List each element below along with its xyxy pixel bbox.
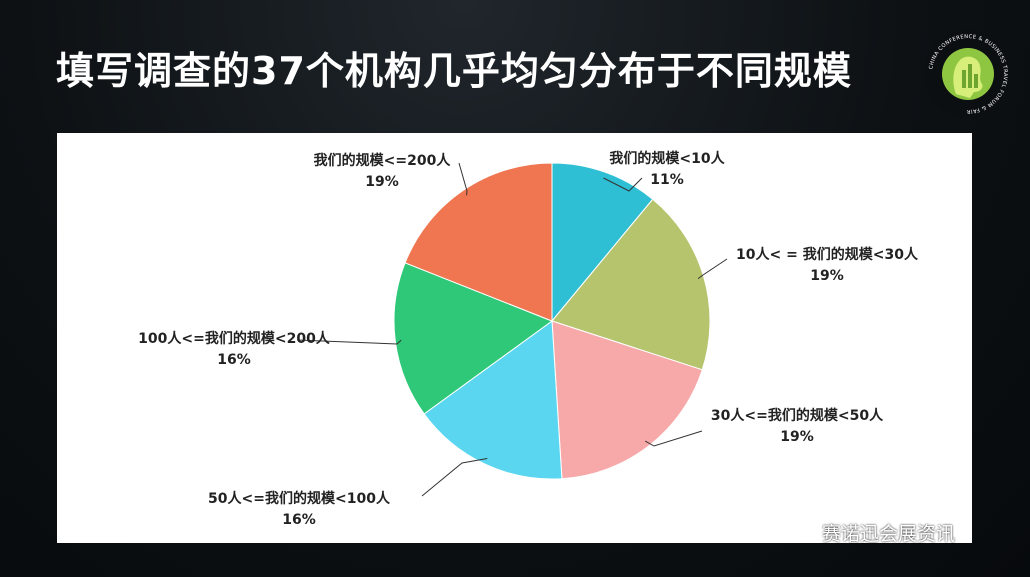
pie-slice [393, 262, 554, 415]
pie-slice [551, 320, 703, 480]
slice-label: 我们的规模<10人 [609, 150, 725, 167]
slice-percent-label: 16% [282, 512, 316, 528]
slice-label: 10人< = 我们的规模<30人 [736, 246, 919, 263]
leader-line [644, 430, 703, 447]
pie-chart-panel: 我们的规模<10人 11% 10人< = 我们的规模<30人 19% 30人<=我们的规… [57, 133, 972, 543]
pie-slice [423, 320, 563, 480]
watermark: 赛诺迅会展资讯 [786, 516, 955, 548]
slice-label: 30人<=我们的规模<50人 [711, 407, 884, 424]
pie-slice [551, 162, 654, 323]
slice-percent-label: 11% [650, 172, 684, 188]
pie-chart: 我们的规模<10人 11% 10人< = 我们的规模<30人 19% 30人<=我们的规… [138, 150, 919, 528]
leader-line [296, 339, 402, 345]
slice-label: 100人<=我们的规模<200人 [138, 330, 331, 347]
pie-slice [551, 198, 711, 371]
wechat-icon [786, 520, 816, 543]
leader-line [697, 258, 728, 280]
leader-line [458, 162, 468, 196]
slice-percent-label: 16% [217, 352, 251, 368]
pie-slice [404, 162, 553, 322]
slice-percent-label: 19% [810, 268, 844, 284]
watermark-text: 赛诺迅会展资讯 [822, 522, 956, 545]
slice-label: 我们的规模<=200人 [314, 152, 452, 169]
leader-line [603, 177, 643, 192]
leader-line [421, 458, 488, 497]
page-title: 填写调查的37个机构几乎均匀分布于不同规模 [56, 49, 852, 93]
forum-logo: CHINA CONFERENCE & BUSINESS TRAVEL FORUM… [922, 28, 1014, 120]
slice-label: 50人<=我们的规模<100人 [208, 490, 391, 507]
slice-percent-label: 19% [365, 174, 399, 190]
slice-percent-label: 19% [780, 429, 814, 445]
